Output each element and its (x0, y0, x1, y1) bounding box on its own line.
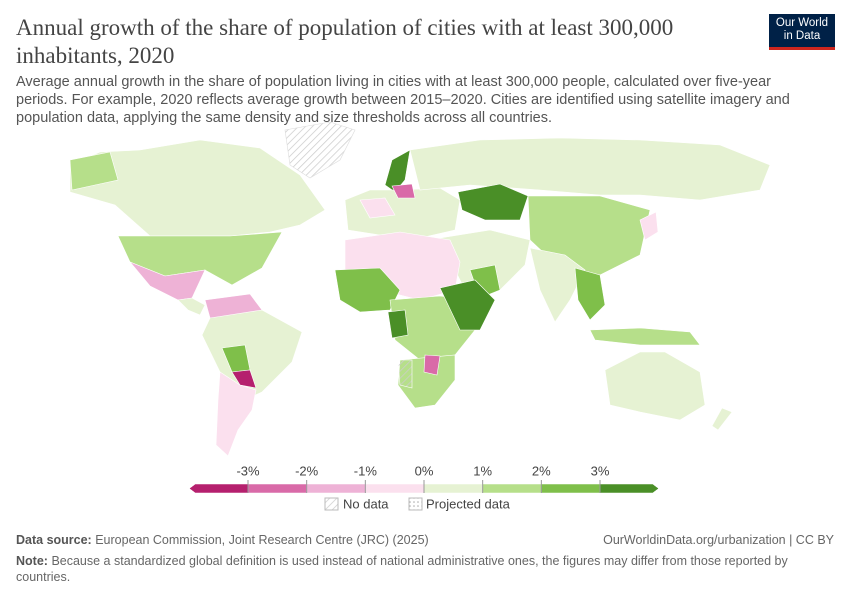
note: Note: Because a standardized global defi… (16, 553, 826, 585)
legend-tick-label: 0% (415, 463, 434, 478)
legend-bin (482, 483, 542, 494)
southeast-asia[interactable] (574, 267, 606, 321)
logo-line: in Data (783, 30, 821, 42)
logo-line: Our World (775, 17, 829, 29)
australia[interactable] (604, 351, 706, 421)
countries (69, 121, 771, 457)
legend-bin (599, 483, 660, 494)
namibia[interactable] (397, 359, 413, 389)
source-text: European Commission, Joint Research Cent… (95, 533, 429, 547)
legend: -3% -2% -1% 0% 1% 2% 3% No data Projected data (188, 463, 660, 511)
drc[interactable] (387, 309, 409, 339)
source: Data source: European Commission, Joint … (16, 533, 429, 547)
source-label: Data source: (16, 533, 92, 547)
logo[interactable]: Our World in Data (769, 14, 835, 50)
madagascar[interactable] (423, 354, 441, 376)
balkans[interactable] (359, 197, 396, 219)
projected-label: Projected data (426, 496, 511, 511)
indonesia[interactable] (589, 327, 701, 346)
legend-bin (541, 483, 601, 494)
legend-tick-label: -1% (354, 463, 378, 478)
paraguay[interactable] (231, 369, 257, 389)
legend-tick-label: 3% (591, 463, 610, 478)
note-text: Because a standardized global definition… (16, 554, 788, 584)
japan[interactable] (639, 211, 659, 241)
east-africa[interactable] (439, 279, 496, 331)
legend-bin (306, 483, 366, 494)
legend-tick-label: 1% (473, 463, 492, 478)
argentina[interactable] (215, 371, 257, 457)
legend-tick-label: -2% (295, 463, 319, 478)
new-zealand[interactable] (711, 407, 733, 431)
canada[interactable] (69, 139, 326, 237)
url[interactable]: OurWorldinData.org/urbanization | CC BY (603, 533, 834, 547)
legend-bin (365, 483, 425, 494)
legend-bin (188, 483, 249, 494)
india[interactable] (529, 247, 586, 323)
central-america[interactable] (177, 297, 206, 316)
legend-bin (247, 483, 307, 494)
legend-bin (423, 483, 483, 494)
kazakhstan[interactable] (457, 183, 529, 221)
west-africa[interactable] (334, 267, 401, 313)
poland-ukraine[interactable] (391, 183, 416, 199)
legend-tick-label: 2% (532, 463, 551, 478)
chart-title: Annual growth of the share of population… (16, 15, 674, 68)
legend-tick-label: -3% (236, 463, 260, 478)
subtitle: Average annual growth in the share of po… (16, 74, 790, 126)
alaska[interactable] (69, 151, 119, 191)
projected-swatch (408, 497, 423, 511)
no-data-swatch (324, 497, 339, 511)
greenland[interactable] (284, 121, 356, 179)
no-data-label: No data (343, 496, 389, 511)
note-label: Note: (16, 554, 48, 568)
